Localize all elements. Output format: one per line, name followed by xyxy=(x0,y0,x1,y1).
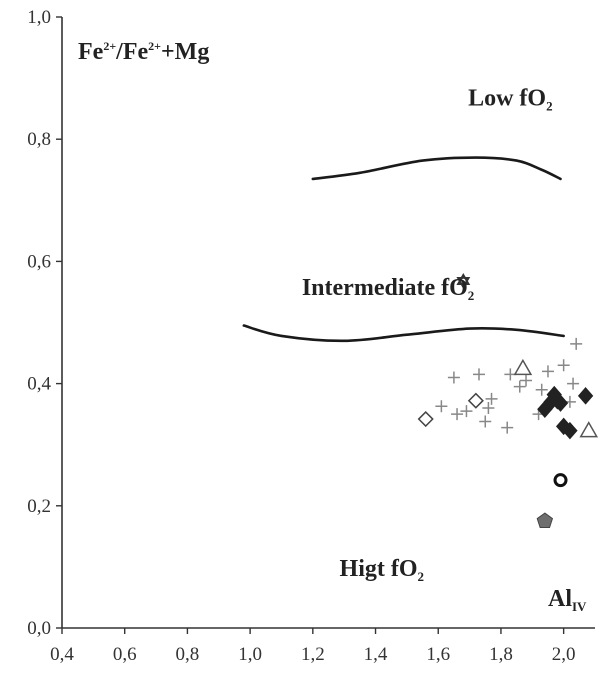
open-triangle-point xyxy=(579,421,599,438)
plus-point xyxy=(557,359,570,372)
ring-point xyxy=(553,473,568,488)
y-tick-label: 1,0 xyxy=(27,7,51,28)
plus-point xyxy=(513,380,526,393)
y-tick-label: 0,8 xyxy=(27,129,51,150)
open-diamond-point xyxy=(467,392,484,409)
x-tick-label: 1,0 xyxy=(238,644,262,665)
plus-point xyxy=(451,408,464,421)
x-tick-label: 1,2 xyxy=(301,644,325,665)
x-tick-label: 2,0 xyxy=(552,644,576,665)
plus-point xyxy=(479,415,492,428)
x-axis-label: AlIV xyxy=(548,586,587,614)
y-tick-label: 0,0 xyxy=(27,618,51,639)
y-tick-label: 0,6 xyxy=(27,251,51,272)
plus-point xyxy=(501,421,514,434)
plus-point xyxy=(482,402,495,415)
plus-point xyxy=(485,392,498,405)
plus-point xyxy=(535,383,548,396)
x-tick-label: 0,6 xyxy=(113,644,137,665)
axes: 0,0 0,2 0,4 0,6 0,8 1,0 0,4 0,6 0,8 1,0 1,2 1,4 1,6 1… xyxy=(27,7,595,665)
filled-diamond-point xyxy=(552,394,569,412)
plus-point xyxy=(447,371,460,384)
open-diamond-point xyxy=(417,410,434,428)
x-tick-label: 1,6 xyxy=(426,644,450,665)
plus-point xyxy=(460,405,473,418)
annotation-low-fo2: Low fO2 xyxy=(468,86,553,114)
y-tick-label: 0,2 xyxy=(27,496,51,517)
boundary-line-lower xyxy=(242,324,565,343)
y-axis-label: Fe2+/Fe2++Mg xyxy=(78,39,209,65)
x-tick-label: 1,8 xyxy=(489,644,513,665)
x-tick-label: 0,8 xyxy=(176,644,200,665)
boundary-line-upper xyxy=(311,156,562,181)
annotation-high-fo2: Higt fO2 xyxy=(340,556,425,584)
annotation-intermediate-fo2: Intermediate fO2 xyxy=(302,275,474,303)
x-tick-label: 1,4 xyxy=(364,644,388,665)
plus-point xyxy=(570,337,583,350)
plus-point xyxy=(435,400,448,413)
plus-point xyxy=(520,374,533,387)
filled-diamond-point xyxy=(562,421,578,440)
star-center xyxy=(461,278,466,284)
data-points xyxy=(417,272,599,529)
y-tick-label: 0,4 xyxy=(27,374,51,395)
boundary-lines xyxy=(242,156,565,343)
plus-point xyxy=(472,368,485,381)
plus-point xyxy=(541,365,554,378)
plus-point xyxy=(567,377,580,390)
filled-diamond-point xyxy=(577,387,594,405)
pentagon-point xyxy=(536,512,554,529)
x-tick-label: 0,4 xyxy=(50,644,74,665)
star-point xyxy=(456,272,471,289)
open-triangle-point xyxy=(513,358,533,376)
